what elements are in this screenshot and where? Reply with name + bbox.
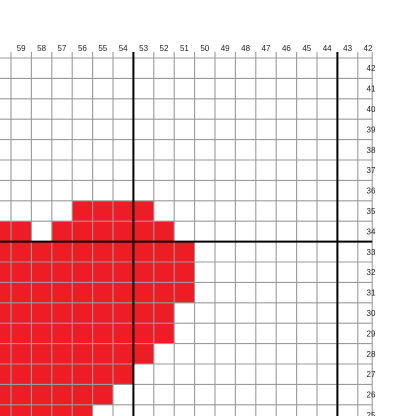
column-label: 53 <box>139 44 148 53</box>
stitch-row-31 <box>0 282 195 303</box>
row-label: 32 <box>367 268 376 277</box>
row-labels: 42 41 40 39 38 37 36 35 34 33 32 31 30 29 28 27 26 25 <box>367 64 376 416</box>
row-label: 28 <box>367 350 376 359</box>
stitch-row-26 <box>0 384 113 405</box>
stitch-row-33 <box>0 241 195 262</box>
column-labels: 59 58 57 56 55 54 53 52 51 50 49 48 47 46 45 44 43 42 <box>17 44 373 53</box>
filled-cells-layer <box>0 200 195 416</box>
row-label: 35 <box>367 207 376 216</box>
row-label: 33 <box>367 248 376 257</box>
row-label: 30 <box>367 309 376 318</box>
column-label: 52 <box>160 44 169 53</box>
row-label: 26 <box>367 391 376 400</box>
column-label: 47 <box>262 44 271 53</box>
stitch-row-28 <box>0 343 154 364</box>
column-label: 42 <box>364 44 373 53</box>
row-label: 34 <box>367 227 376 236</box>
column-label: 43 <box>343 44 352 53</box>
major-grid-lines <box>0 52 373 416</box>
column-label: 46 <box>282 44 291 53</box>
column-label: 48 <box>241 44 250 53</box>
stitch-row-27 <box>0 364 134 385</box>
row-label: 31 <box>367 289 376 298</box>
row-label: 27 <box>367 370 376 379</box>
stitch-row-34 <box>0 221 32 242</box>
row-label: 25 <box>367 411 376 416</box>
row-label: 42 <box>367 64 376 73</box>
row-label: 41 <box>367 85 376 94</box>
row-label: 36 <box>367 187 376 196</box>
column-label: 56 <box>78 44 87 53</box>
column-label: 51 <box>180 44 189 53</box>
row-label: 37 <box>367 166 376 175</box>
stitch-row-32 <box>0 262 195 283</box>
row-label: 39 <box>367 125 376 134</box>
column-label: 59 <box>17 44 26 53</box>
column-label: 55 <box>98 44 107 53</box>
column-label: 49 <box>221 44 230 53</box>
column-label: 44 <box>323 44 332 53</box>
column-label: 57 <box>58 44 67 53</box>
column-label: 58 <box>37 44 46 53</box>
row-label: 38 <box>367 146 376 155</box>
column-label: 50 <box>200 44 209 53</box>
stitch-row-30 <box>0 302 175 324</box>
stitch-row-25 <box>0 404 93 416</box>
row-label: 40 <box>367 105 376 114</box>
row-label: 29 <box>367 329 376 338</box>
stitch-row-29 <box>0 323 175 344</box>
column-label: 54 <box>119 44 128 53</box>
column-label: 45 <box>302 44 311 53</box>
